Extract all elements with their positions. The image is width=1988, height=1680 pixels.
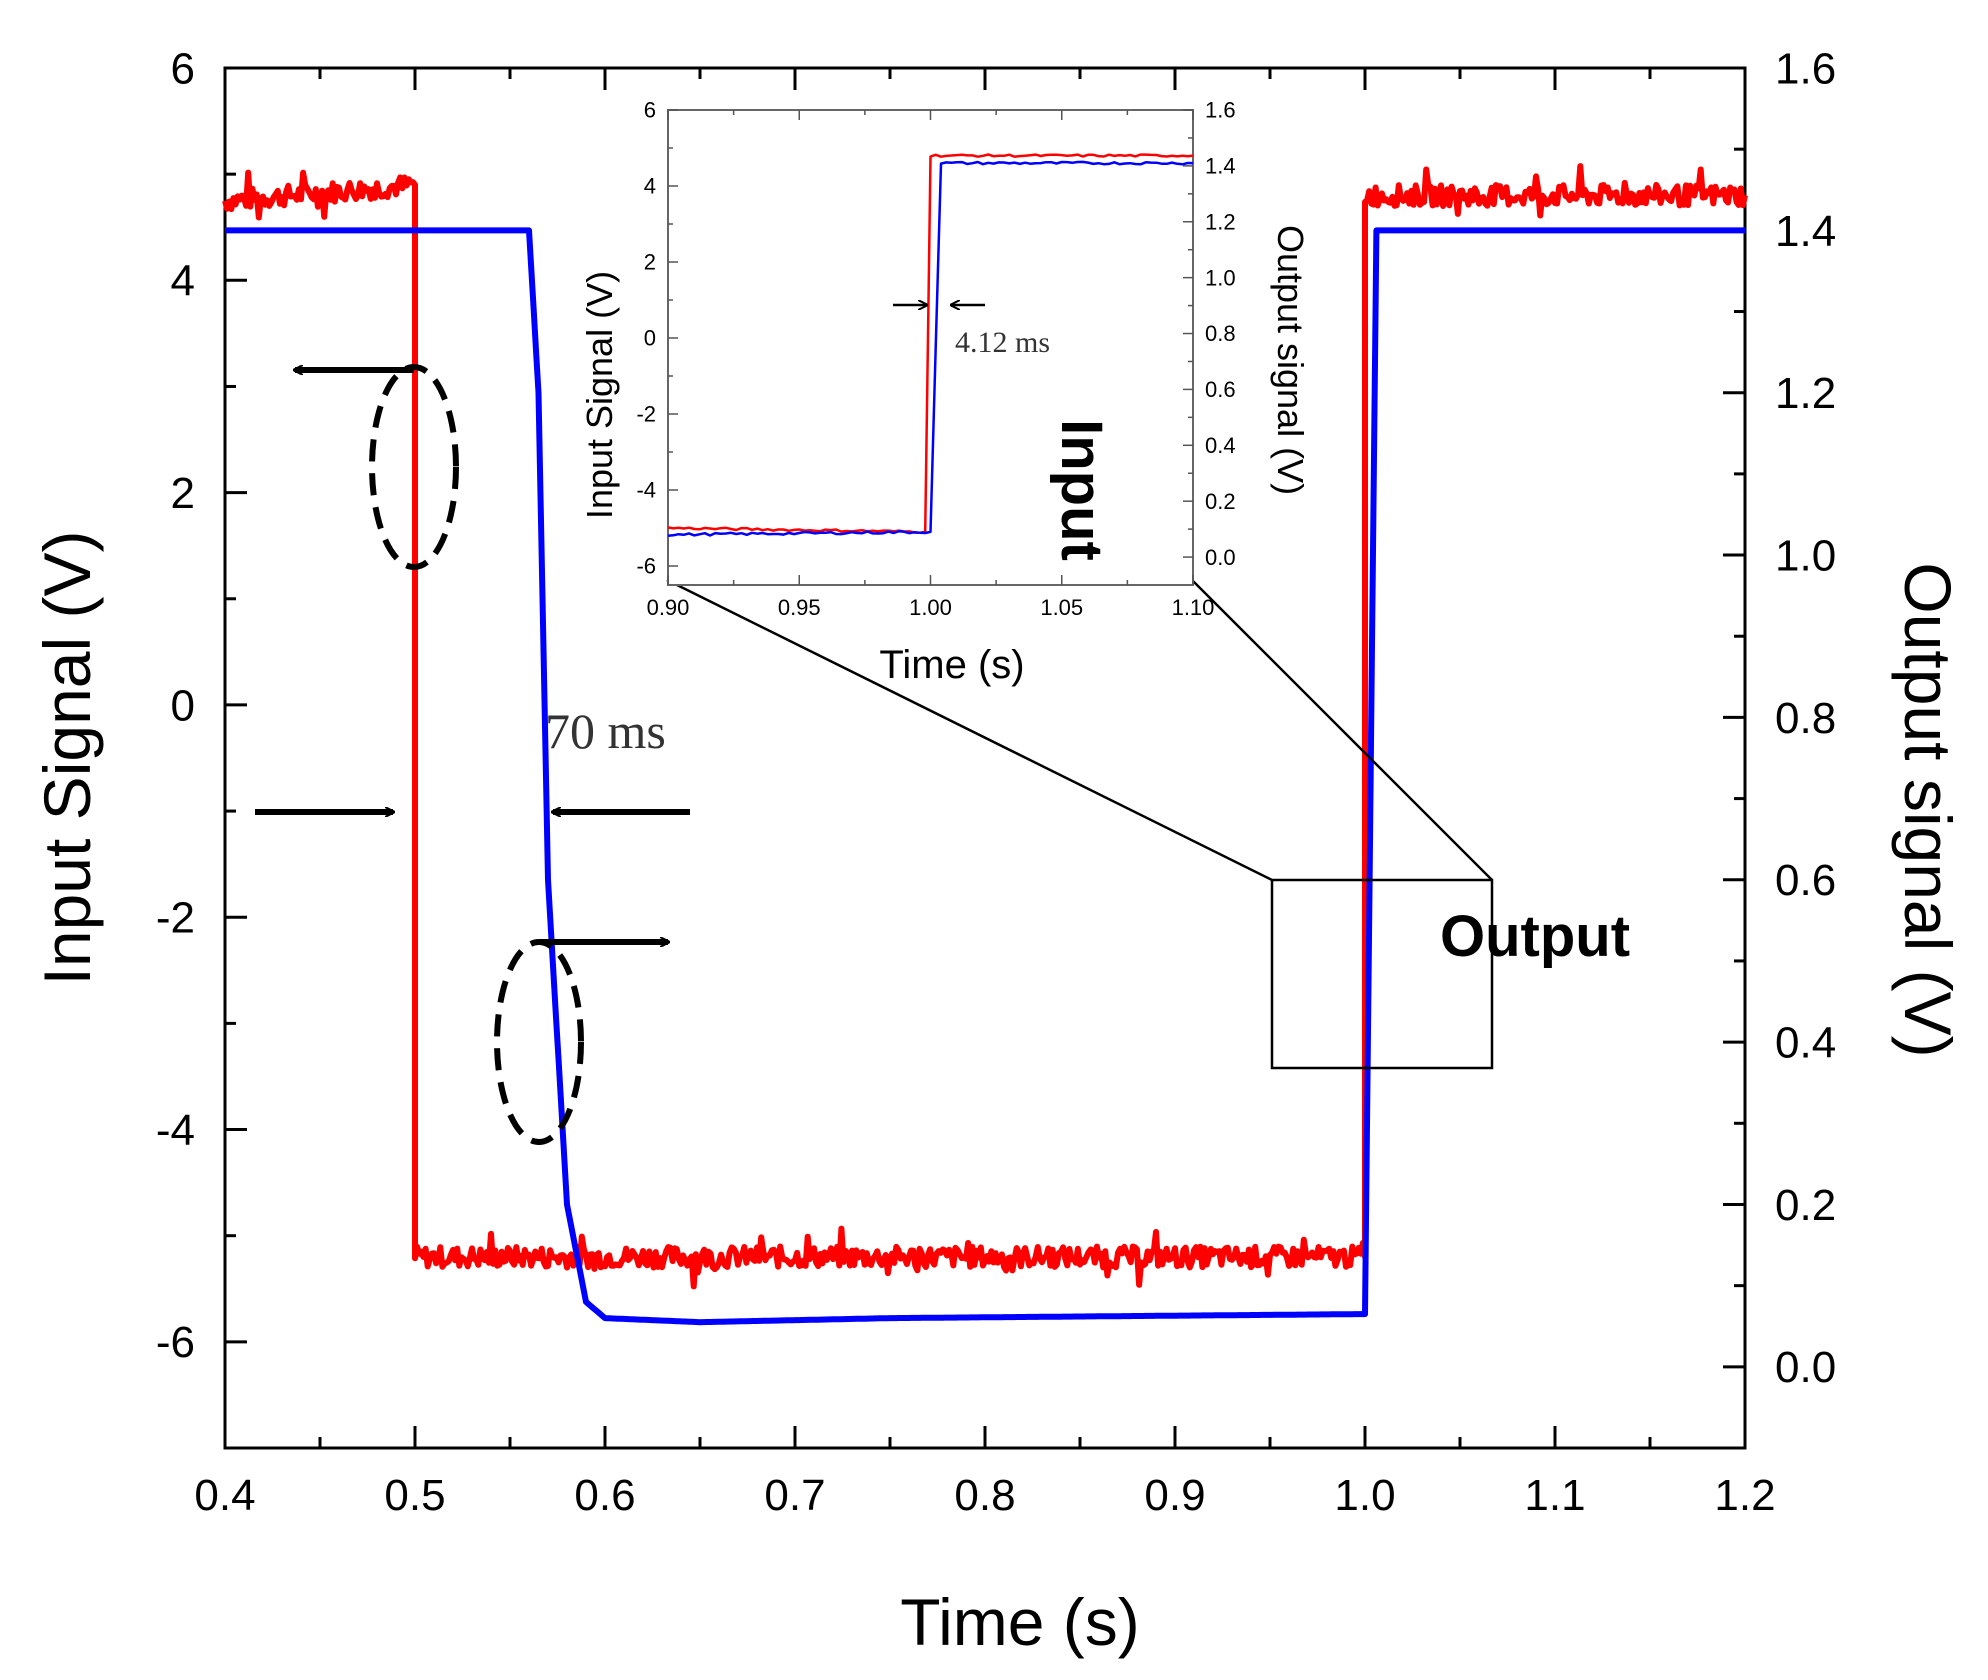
inset-left-y-axis-title: Input Signal (V) xyxy=(579,271,620,519)
main-right-y-tick-label: 0.8 xyxy=(1775,694,1836,743)
inset-left-y-tick-label: 2 xyxy=(644,250,656,275)
inset-x-tick-label: 1.00 xyxy=(909,595,952,620)
main-x-tick-label: 1.1 xyxy=(1524,1471,1585,1520)
main-left-y-tick-label: 0 xyxy=(171,681,195,730)
inset-x-tick-label: 0.95 xyxy=(778,595,821,620)
main-ticks: 0.4 0.5 0.6 0.7 0.8 0.9 1.0 1.1 1.2 -6 -4 -2 0 2 4 6 0.0… xyxy=(156,44,1836,1520)
inset-right-y-axis-title: Output signal (V) xyxy=(1270,225,1311,495)
main-right-y-axis-title: Output signal (V) xyxy=(1891,562,1965,1057)
inset-left-y-tick-label: -6 xyxy=(636,554,656,579)
inset-right-y-tick-label: 0.2 xyxy=(1205,489,1236,514)
main-x-tick-label: 0.9 xyxy=(1144,1471,1205,1520)
main-left-y-tick-label: 6 xyxy=(171,44,195,93)
inset-x-axis-title: Time (s) xyxy=(879,643,1024,687)
output-curve-marker-ellipse xyxy=(494,939,584,1145)
output-series-label: Output xyxy=(1440,904,1630,969)
inset-x-tick-label: 1.10 xyxy=(1172,595,1215,620)
inset-input-series-line xyxy=(667,153,1194,534)
inset-left-y-tick-label: -2 xyxy=(636,402,656,427)
inset-left-y-tick-label: -4 xyxy=(636,478,656,503)
main-left-y-tick-label: 4 xyxy=(171,257,195,306)
main-x-tick-label: 0.8 xyxy=(954,1471,1015,1520)
inset-right-y-tick-label: 0.8 xyxy=(1205,321,1236,346)
main-x-tick-label: 0.4 xyxy=(194,1471,255,1520)
main-right-y-tick-label: 1.2 xyxy=(1775,369,1836,418)
inset-delay-label: 4.12 ms xyxy=(955,326,1050,359)
main-right-y-tick-label: 0.6 xyxy=(1775,856,1836,905)
main-right-y-tick-label: 1.0 xyxy=(1775,531,1836,580)
main-x-tick-label: 1.0 xyxy=(1334,1471,1395,1520)
main-series-group xyxy=(222,163,1748,1326)
main-right-y-tick-label: 1.4 xyxy=(1775,207,1836,256)
main-right-y-tick-label: 0.2 xyxy=(1775,1181,1836,1230)
main-right-y-tick-label: 0.0 xyxy=(1775,1343,1836,1392)
main-x-tick-label: 0.6 xyxy=(574,1471,635,1520)
main-right-y-tick-label: 1.6 xyxy=(1775,44,1836,93)
inset-left-y-tick-label: 4 xyxy=(644,174,656,199)
inset-output-series-line xyxy=(667,160,1194,538)
main-x-tick-label: 1.2 xyxy=(1714,1471,1775,1520)
main-left-y-tick-label: -4 xyxy=(156,1106,195,1155)
input-series-label: Input xyxy=(1049,419,1114,561)
inset-ticks: 0.90 0.95 1.00 1.05 1.10 -6 -4 -2 0 2 4 6 0.0 0.2 0.4 0… xyxy=(636,98,1235,620)
inset-right-y-tick-label: 1.4 xyxy=(1205,154,1236,179)
main-x-tick-label: 0.7 xyxy=(764,1471,825,1520)
inset-right-y-tick-label: 0.0 xyxy=(1205,545,1236,570)
main-x-tick-label: 0.5 xyxy=(384,1471,445,1520)
main-right-y-tick-label: 0.4 xyxy=(1775,1019,1836,1068)
inset-x-tick-label: 1.05 xyxy=(1040,595,1083,620)
inset-x-tick-label: 0.90 xyxy=(647,595,690,620)
inset-right-y-tick-label: 0.4 xyxy=(1205,433,1236,458)
zoom-region-box xyxy=(1270,878,1494,1070)
main-output-series-line xyxy=(224,227,1746,1326)
inset-series-group xyxy=(667,153,1194,538)
inset-right-y-tick-label: 1.6 xyxy=(1205,98,1236,123)
main-left-y-tick-label: 2 xyxy=(171,469,195,518)
inset-right-y-tick-label: 0.6 xyxy=(1205,377,1236,402)
main-left-y-tick-label: -6 xyxy=(156,1318,195,1367)
main-left-y-tick-label: -2 xyxy=(156,894,195,943)
inset-right-y-tick-label: 1.2 xyxy=(1205,209,1236,234)
zoom-connector-left xyxy=(666,578,1273,882)
main-x-axis-title: Time (s) xyxy=(900,1585,1140,1659)
zoom-connector-right xyxy=(1191,579,1493,881)
delay-label: 70 ms xyxy=(545,703,666,759)
main-left-y-axis-title: Input Signal (V) xyxy=(30,531,104,986)
main-input-series-line xyxy=(222,163,1748,1290)
inset-right-y-tick-label: 1.0 xyxy=(1205,265,1236,290)
inset-left-y-tick-label: 6 xyxy=(644,98,656,123)
inset-left-y-tick-label: 0 xyxy=(644,326,656,351)
